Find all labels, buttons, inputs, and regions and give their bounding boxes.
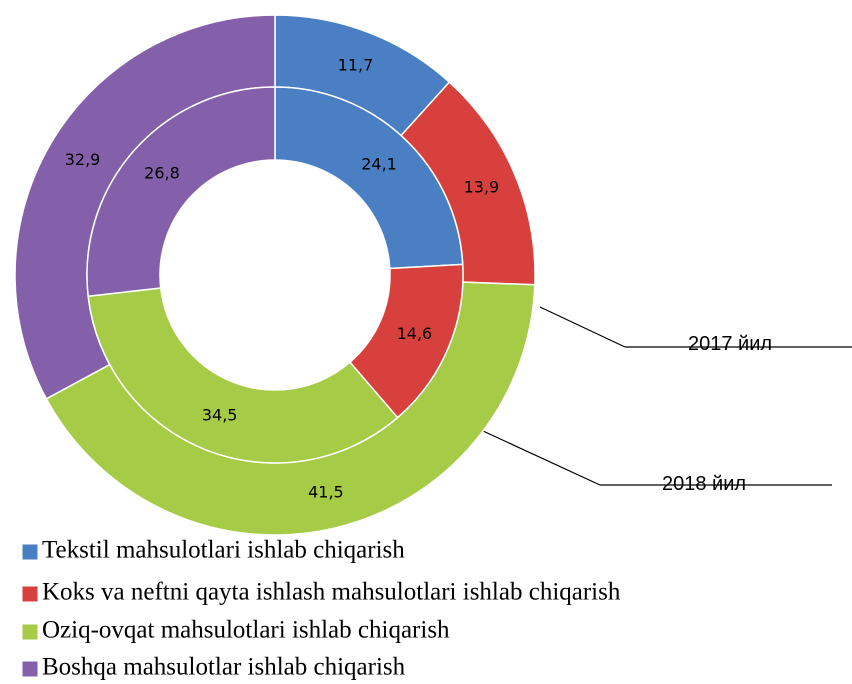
legend-marker	[21, 543, 39, 561]
series-label: 2018 йил	[662, 473, 746, 495]
legend-marker	[21, 660, 39, 678]
legend-marker	[21, 585, 39, 603]
series-label: 2017 йил	[688, 333, 772, 355]
legend-label: Koks va neftni qayta ishlash mahsulotlar…	[42, 579, 621, 606]
leader-line	[539, 306, 626, 348]
data-label: 14,6	[397, 324, 433, 343]
legend-marker	[21, 623, 39, 641]
data-label: 32,9	[65, 150, 101, 169]
legend-label: Oziq-ovqat mahsulotlari ishlab chiqarish	[42, 617, 450, 644]
legend-label: Boshqa mahsulotlar ishlab chiqarish	[42, 654, 406, 681]
data-label: 13,9	[464, 177, 500, 196]
data-label: 26,8	[144, 164, 180, 183]
legend-label: Tekstil mahsulotlari ishlab chiqarish	[42, 537, 405, 564]
data-label: 11,7	[338, 55, 374, 74]
donut-slice	[274, 86, 464, 270]
data-label: 24,1	[361, 154, 397, 173]
donut-slice	[86, 86, 276, 298]
donut-slice	[87, 287, 399, 464]
data-label: 34,5	[202, 406, 238, 425]
data-label: 41,5	[308, 483, 344, 502]
